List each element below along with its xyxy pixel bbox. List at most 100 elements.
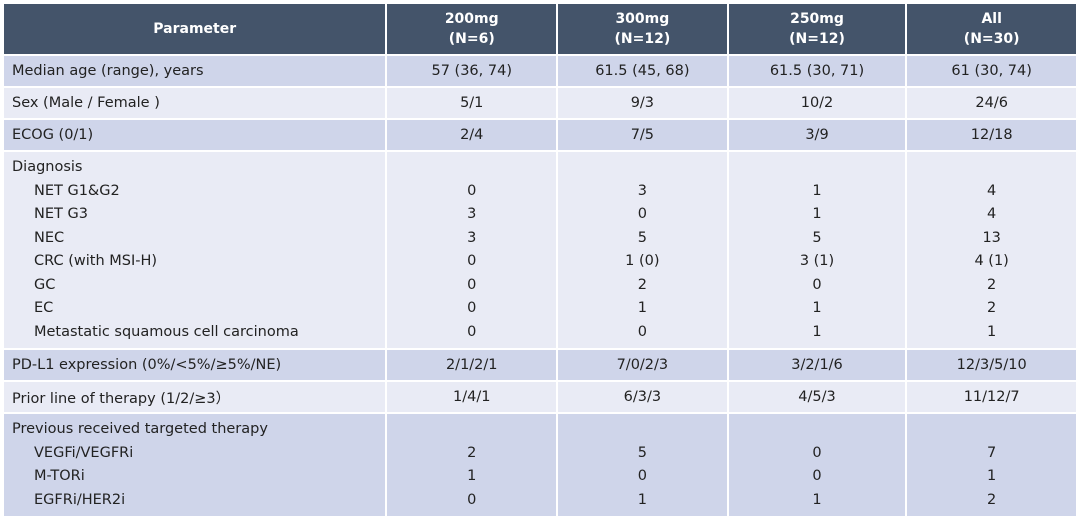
header-text: 300mg — [615, 11, 670, 27]
row-label: PD-L1 expression (0%/<5%/≥5%/NE) — [4, 350, 386, 380]
cell-value: 5 — [637, 229, 647, 246]
header-cell: 250mg (N=12) — [728, 4, 906, 54]
cell-value: 2/1/2/1 — [387, 350, 557, 380]
header-text: All — [981, 11, 1002, 27]
cell-value: 2/4 — [387, 120, 557, 150]
cell-value: 57 (36, 74) — [387, 56, 557, 86]
item-label: M-TORi — [34, 468, 85, 484]
cell-value: 3 — [467, 206, 477, 222]
header-text: (N=12) — [614, 31, 671, 47]
cell-value: 5 — [812, 229, 822, 246]
cell-value: 0 — [812, 276, 822, 293]
row-label: Median age (range), years — [4, 56, 386, 86]
table-row: Prior line of therapy (1/2/≥3） 1/4/1 6/3/3… — [4, 382, 1076, 412]
spacer — [395, 418, 548, 442]
cell-value: 1 — [812, 323, 822, 340]
cell-value: 7 — [987, 444, 997, 461]
spacer — [915, 156, 1068, 180]
header-cell: 200mg (N=6) — [387, 4, 557, 54]
spacer — [737, 156, 898, 180]
cell-value: 10/2 — [728, 88, 906, 118]
cell-value: 0 — [467, 182, 477, 199]
header-text: Parameter — [153, 21, 237, 37]
cell-value: 9/3 — [558, 88, 727, 118]
cell-value: 1 — [987, 468, 997, 484]
cell-value: 4 — [987, 182, 997, 199]
cell-value: 2 — [987, 300, 997, 316]
cell-value: 2 — [637, 276, 647, 293]
cell-value: 61.5 (30, 71) — [728, 56, 906, 86]
cell-value: 1 — [637, 300, 647, 316]
header-row: Parameter 200mg (N=6) 300mg (N=12) 250mg (N=12… — [4, 4, 1076, 54]
cell-value: 1/4/1 — [387, 382, 557, 412]
cell-value: 0 — [467, 323, 477, 340]
cell-value: 61.5 (45, 68) — [558, 56, 727, 86]
item-label: EC — [34, 300, 54, 316]
cell-value: 4 — [987, 206, 997, 222]
cell-value: 0 — [467, 491, 477, 508]
table-row: Previous received targeted therapy VEGFi/… — [4, 414, 1076, 516]
spacer — [915, 418, 1068, 442]
group-title: Previous received targeted therapy — [12, 421, 268, 437]
cell-value: 1 — [987, 323, 997, 340]
cell-value: 0 — [637, 468, 647, 484]
item-label: NET G3 — [34, 206, 88, 222]
header-cell: 300mg (N=12) — [558, 4, 727, 54]
cell-column: 4 4 13 4 (1) 2 2 1 — [907, 152, 1076, 348]
cell-value: 11/12/7 — [907, 382, 1076, 412]
item-label: GC — [34, 276, 56, 293]
header-text: (N=12) — [789, 31, 845, 47]
cell-value: 0 — [812, 468, 822, 484]
cell-value: 1 — [812, 300, 822, 316]
cell-value: 1 — [467, 468, 477, 484]
item-label: NEC — [34, 229, 65, 246]
cell-value: 0 — [637, 206, 647, 222]
cell-value: 12/18 — [907, 120, 1076, 150]
header-cell: All (N=30) — [907, 4, 1076, 54]
cell-column: 7 1 2 — [907, 414, 1076, 516]
table-row: Sex (Male / Female ) 5/1 9/3 10/2 24/6 — [4, 88, 1076, 118]
cell-value: 1 — [637, 491, 647, 508]
cell-value: 3/9 — [728, 120, 906, 150]
table-row: Diagnosis NET G1&G2 NET G3 NEC CRC (with MSI… — [4, 152, 1076, 348]
cell-column: 1 1 5 3 (1) 0 1 1 — [728, 152, 906, 348]
cell-value: 12/3/5/10 — [907, 350, 1076, 380]
row-label: Prior line of therapy (1/2/≥3） — [4, 382, 386, 412]
cell-column: 0 3 3 0 0 0 0 — [387, 152, 557, 348]
row-label: Sex (Male / Female ) — [4, 88, 386, 118]
cell-value: 4/5/3 — [728, 382, 906, 412]
cell-value: 7/5 — [558, 120, 727, 150]
cell-value: 0 — [812, 444, 822, 461]
spacer — [737, 418, 898, 442]
cell-column: 5 0 1 — [558, 414, 727, 516]
cell-value: 0 — [467, 253, 477, 269]
cell-value: 2 — [987, 276, 997, 293]
cell-value: 0 — [467, 300, 477, 316]
spacer — [566, 418, 719, 442]
cell-value: 1 — [812, 206, 822, 222]
cell-value: 3/2/1/6 — [728, 350, 906, 380]
row-label: Diagnosis NET G1&G2 NET G3 NEC CRC (with MSI… — [4, 152, 386, 348]
header-cell: Parameter — [4, 4, 386, 54]
item-label: VEGFi/VEGFRi — [34, 444, 134, 461]
cell-value: 3 (1) — [799, 253, 835, 269]
cell-value: 24/6 — [907, 88, 1076, 118]
cell-value: 1 — [812, 491, 822, 508]
cell-value: 5 — [637, 444, 647, 461]
table-body: Median age (range), years 57 (36, 74) 61.5… — [4, 56, 1076, 516]
cell-value: 2 — [987, 491, 997, 508]
cell-column: 3 0 5 1 (0) 2 1 0 — [558, 152, 727, 348]
header-text: 250mg — [790, 11, 844, 27]
table-row: Median age (range), years 57 (36, 74) 61.5… — [4, 56, 1076, 86]
item-label: Metastatic squamous cell carcinoma — [34, 323, 299, 340]
cell-value: 3 — [637, 182, 647, 199]
table-header: Parameter 200mg (N=6) 300mg (N=12) 250mg (N=12… — [4, 4, 1076, 54]
cell-value: 0 — [637, 323, 647, 340]
cell-value: 5/1 — [387, 88, 557, 118]
cell-value: 6/3/3 — [558, 382, 727, 412]
row-label: ECOG (0/1) — [4, 120, 386, 150]
cell-value: 1 — [812, 182, 822, 199]
cell-value: 13 — [982, 229, 1001, 246]
